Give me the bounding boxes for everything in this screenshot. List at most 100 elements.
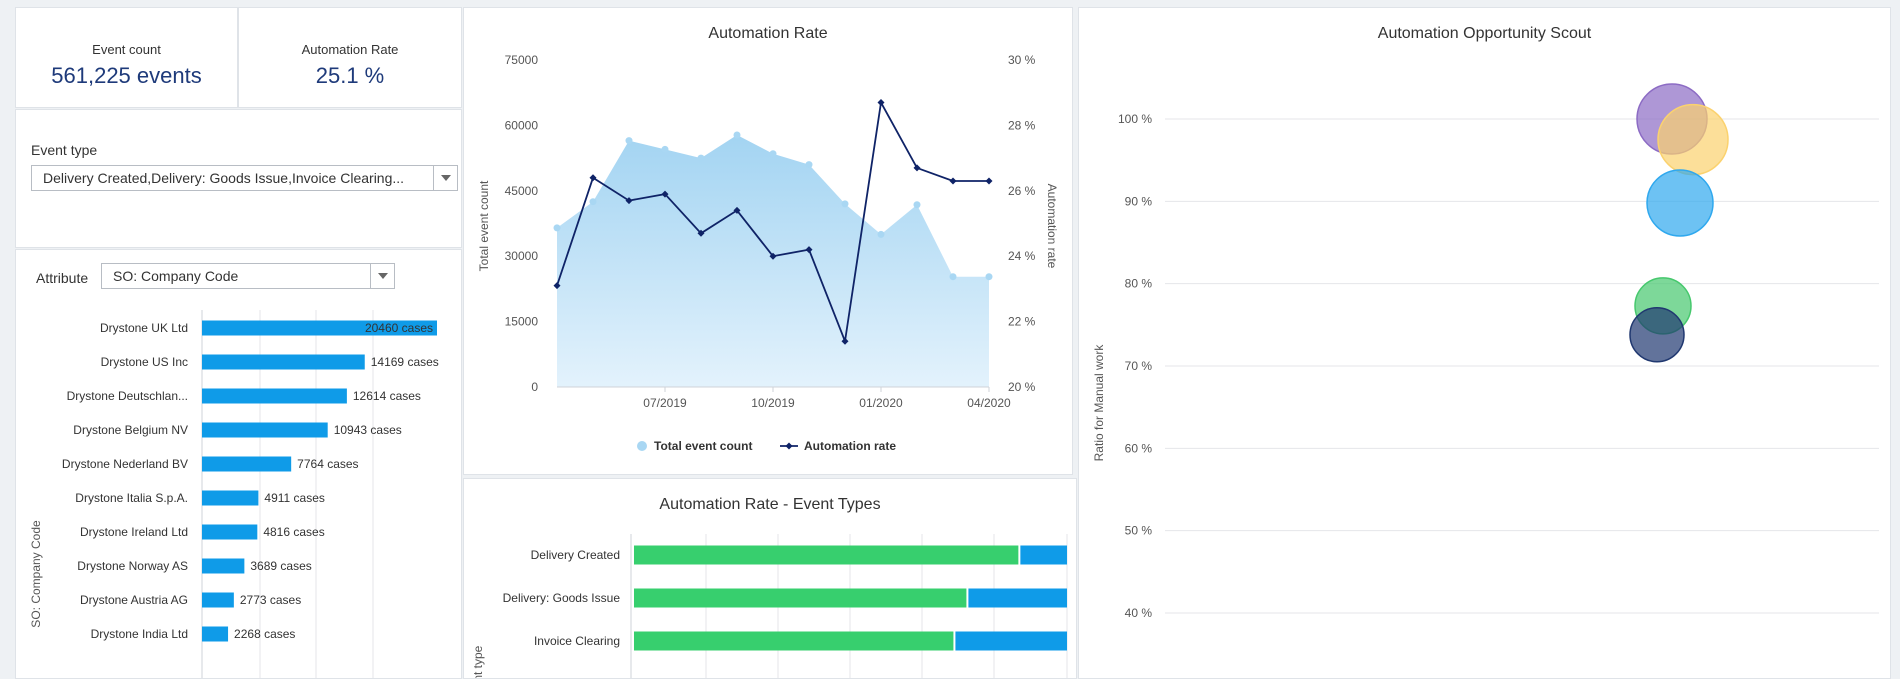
automation-rate-value: 25.1 % <box>315 63 385 88</box>
event-types-chart-panel: Automation Rate - Event Types Event type… <box>463 478 1077 679</box>
automation-rate-chart-panel: Automation Rate 0 15000 30000 45000 60000 750… <box>463 7 1073 475</box>
y-tick-label: 30000 <box>505 249 539 263</box>
bar-value-label: 2773 cases <box>240 593 301 607</box>
y-tick-label: 90 % <box>1125 194 1153 208</box>
line-point <box>949 177 957 185</box>
bar-value-label: 2268 cases <box>234 627 295 641</box>
bar-value-label: 10943 cases <box>334 423 402 437</box>
chevron-down-icon[interactable] <box>370 264 394 288</box>
bar <box>202 422 328 438</box>
area-point <box>877 230 885 238</box>
bar <box>202 558 245 574</box>
y-tick-label: 80 % <box>1125 277 1153 291</box>
line-point <box>553 282 561 290</box>
event-type-label: Event type <box>31 142 98 158</box>
bar <box>202 456 292 472</box>
y-tick-label: 15000 <box>505 315 539 329</box>
area-series-total-event-count <box>557 134 989 387</box>
attribute-chart-panel: Attribute SO: Company Code SO: Company C… <box>15 249 462 679</box>
chevron-down-icon[interactable] <box>433 166 457 190</box>
y-tick-label: 70 % <box>1125 359 1153 373</box>
bar <box>202 354 365 370</box>
automation-rate-chart-title: Automation Rate <box>708 25 828 42</box>
category-label: Drystone Deutschlan... <box>67 389 188 403</box>
bar-value-label: 12614 cases <box>353 389 421 403</box>
area-point <box>769 150 777 158</box>
area-point <box>697 154 705 162</box>
bubble <box>1646 169 1714 237</box>
attribute-select[interactable]: SO: Company Code <box>101 263 395 289</box>
bar-value-label: 7764 cases <box>297 457 358 471</box>
area-point <box>625 137 633 145</box>
area-point <box>553 224 561 232</box>
category-label: Invoice Clearing <box>534 634 620 648</box>
y2-tick-label: 20 % <box>1008 380 1036 394</box>
line-point <box>985 177 993 185</box>
area-point <box>985 273 993 281</box>
event-type-select[interactable]: Delivery Created,Delivery: Goods Issue,I… <box>31 165 458 191</box>
line-point <box>913 164 921 172</box>
automation-rate-label: Automation Rate <box>301 42 399 57</box>
legend-marker-total-event-count <box>637 441 647 451</box>
bar-segment-automated <box>634 588 967 608</box>
y2-tick-label: 24 % <box>1008 249 1036 263</box>
y2-tick-label: 30 % <box>1008 53 1036 67</box>
y-tick-label: 40 % <box>1125 606 1153 620</box>
legend-label: Total event count <box>654 439 752 453</box>
y-tick-label: 0 <box>531 380 538 394</box>
company-code-bar-chart: SO: Company Code Drystone UK Ltd 20460 cas… <box>29 310 439 678</box>
bubble <box>1657 103 1729 176</box>
area-point <box>913 201 921 209</box>
bar-segment-manual <box>955 631 1067 651</box>
bar <box>202 626 229 642</box>
bar-value-label: 3689 cases <box>250 559 311 573</box>
bubble <box>1629 306 1685 363</box>
line-point <box>625 197 633 205</box>
x-tick-label: 10/2019 <box>751 396 795 410</box>
event-types-chart: Event type Delivery Created Delivery: Good… <box>471 534 1068 678</box>
y-tick-label: 60000 <box>505 118 539 132</box>
x-tick-label: 07/2019 <box>643 396 687 410</box>
y-tick-label: 50 % <box>1125 524 1153 538</box>
area-point <box>589 198 597 206</box>
line-point <box>769 252 777 260</box>
event-count-value: 561,225 events <box>51 63 202 88</box>
category-label: Drystone UK Ltd <box>100 321 188 335</box>
line-point <box>805 246 813 254</box>
line-point <box>877 99 885 107</box>
legend-label: Automation rate <box>804 439 896 453</box>
y-tick-label: 75000 <box>505 53 539 67</box>
line-point <box>733 206 741 214</box>
category-label: Drystone Belgium NV <box>73 423 188 437</box>
category-label: Delivery Created <box>531 548 620 562</box>
line-point <box>697 229 705 237</box>
category-label: Drystone Italia S.p.A. <box>75 491 188 505</box>
category-label: Drystone India Ltd <box>91 627 188 641</box>
bar-value-label: 4816 cases <box>263 525 324 539</box>
area-point <box>805 161 813 169</box>
category-label: Drystone Austria AG <box>80 593 188 607</box>
event-count-card: Event count 561,225 events <box>15 7 238 108</box>
event-count-label: Event count <box>92 42 161 57</box>
bar <box>202 320 437 336</box>
x-tick-label: 04/2020 <box>967 396 1011 410</box>
bar <box>202 490 259 506</box>
line-point <box>661 190 669 198</box>
line-point <box>841 337 849 345</box>
category-label: Drystone Ireland Ltd <box>80 525 188 539</box>
opportunity-scout-title: Automation Opportunity Scout <box>1377 25 1592 42</box>
bar <box>202 524 258 540</box>
bar-value-label: 20460 cases <box>365 321 433 335</box>
category-label: Drystone US Inc <box>101 355 188 369</box>
event-type-selected: Delivery Created,Delivery: Goods Issue,I… <box>43 170 405 186</box>
automation-rate-card: Automation Rate 25.1 % <box>238 7 462 108</box>
bar-segment-manual <box>968 588 1067 608</box>
area-point <box>733 131 741 139</box>
y-axis-label: SO: Company Code <box>29 520 43 628</box>
bar-segment-manual <box>1020 545 1067 565</box>
y-axis-label: Event type <box>471 645 485 678</box>
y2-axis-label: Automation rate <box>1045 184 1059 269</box>
automation-rate-chart: 0 15000 30000 45000 60000 75000 20 % 22 % 24 % 26… <box>477 53 1059 453</box>
opportunity-scout-chart: 40 % 50 % 60 % 70 % 80 % 90 % 100 % Ratio for M… <box>1092 83 1879 620</box>
bar <box>202 592 234 608</box>
